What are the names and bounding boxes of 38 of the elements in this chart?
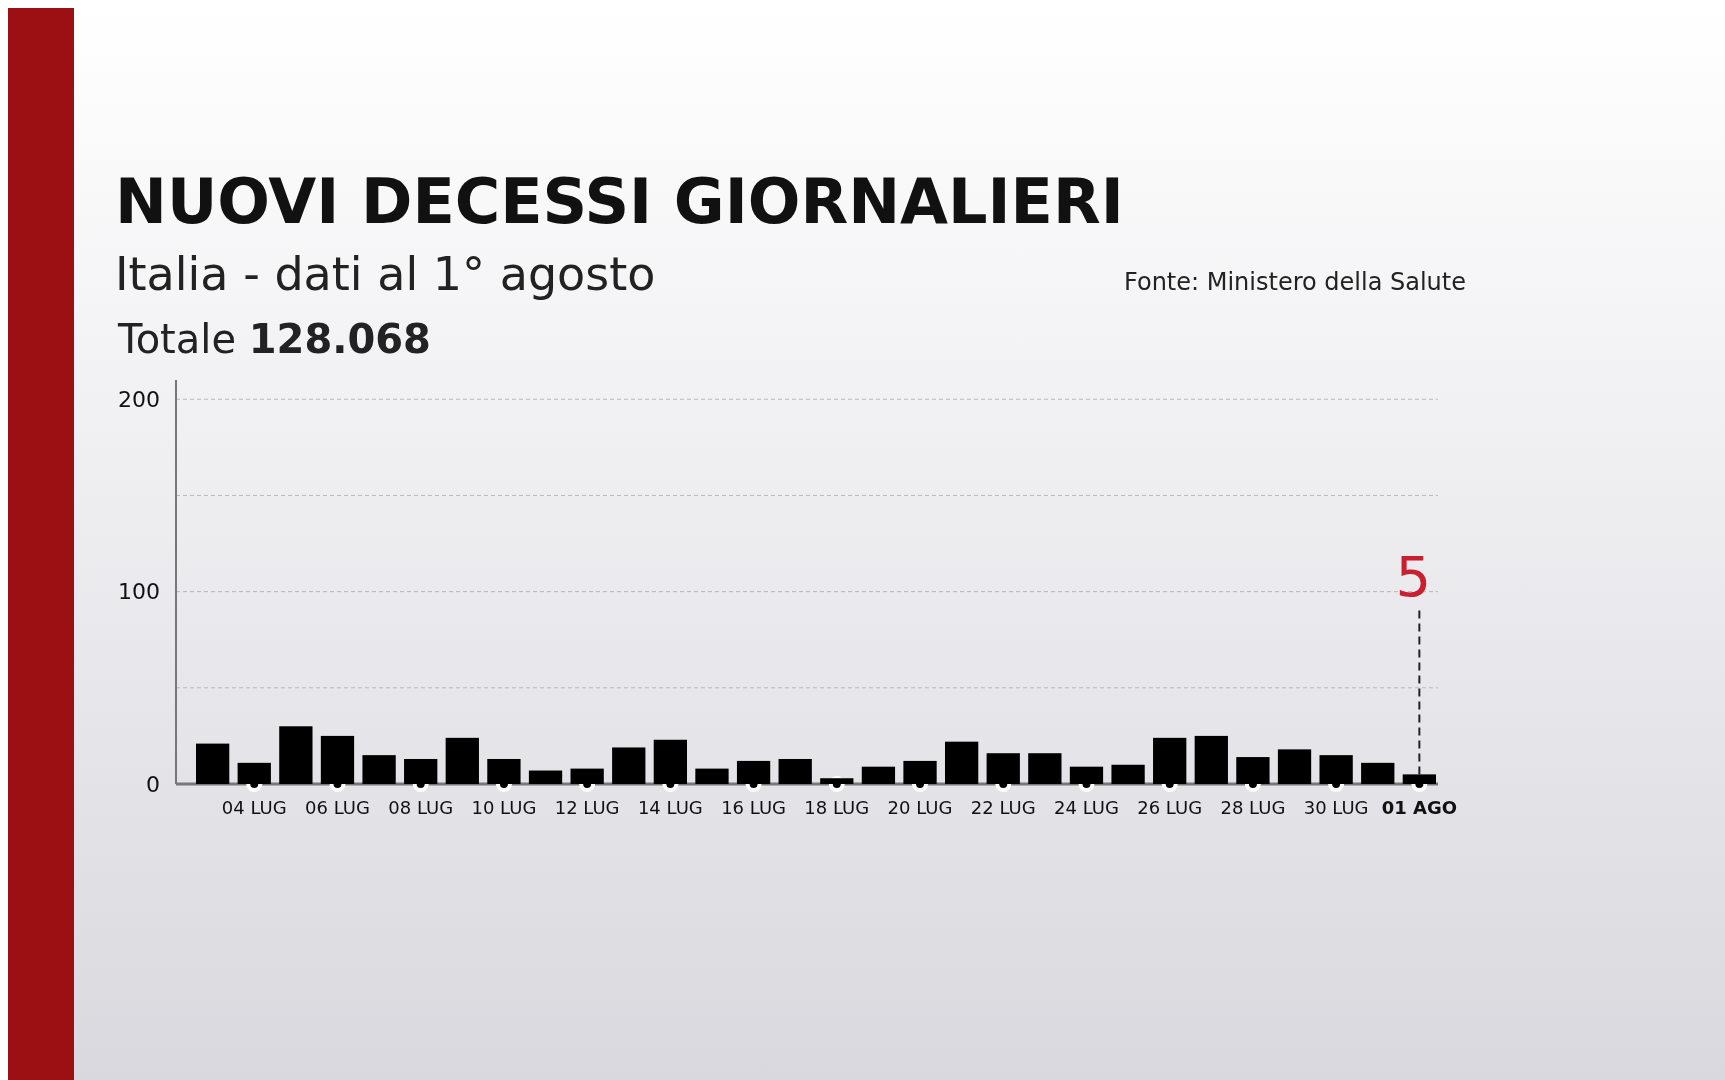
x-tick-label: 24 LUG xyxy=(1054,797,1119,818)
x-tick-label: 22 LUG xyxy=(970,797,1036,818)
chart-subtitle: Italia - dati al 1° agosto xyxy=(115,247,656,301)
x-tick-label: 12 LUG xyxy=(554,797,620,818)
bar xyxy=(1111,764,1145,784)
x-tick-label: 01 AGO xyxy=(1381,797,1458,818)
text: Totale 128.068 xyxy=(117,316,431,362)
x-tick-label: 10 LUG xyxy=(471,797,537,818)
bar xyxy=(196,743,230,784)
x-tick-label: 06 LUG xyxy=(305,797,370,818)
bar xyxy=(1361,762,1395,784)
bar xyxy=(695,768,729,784)
x-tick-label: 26 LUG xyxy=(1137,797,1203,818)
x-tick-label: 04 LUG xyxy=(221,797,287,818)
x-tick-label: 16 LUG xyxy=(721,797,787,818)
bar xyxy=(612,747,646,784)
x-tick-label: 14 LUG xyxy=(637,797,703,818)
y-tick-label: 200 xyxy=(118,386,160,412)
y-tick-label: 0 xyxy=(146,771,160,797)
bar xyxy=(279,726,313,784)
x-tick-label: 18 LUG xyxy=(804,797,870,818)
bar xyxy=(1277,749,1312,784)
x-tick-label: 08 LUG xyxy=(388,797,454,818)
y-tick-label: 100 xyxy=(118,579,160,605)
x-tick-label: 30 LUG xyxy=(1303,797,1369,818)
bar xyxy=(944,741,979,784)
source-note: Fonte: Ministero della Salute xyxy=(1124,268,1466,296)
bar xyxy=(528,770,563,784)
bar xyxy=(778,758,812,784)
chart-title: NUOVI DECESSI GIORNALIERI xyxy=(115,165,1124,238)
x-tick-label: 20 LUG xyxy=(887,797,953,818)
bar xyxy=(362,755,396,784)
x-tick-label: 28 LUG xyxy=(1220,797,1286,818)
annotation: 5 xyxy=(1395,544,1432,609)
bar xyxy=(1028,753,1062,784)
bar xyxy=(1194,735,1228,784)
bar xyxy=(861,766,896,784)
bar xyxy=(445,737,479,784)
